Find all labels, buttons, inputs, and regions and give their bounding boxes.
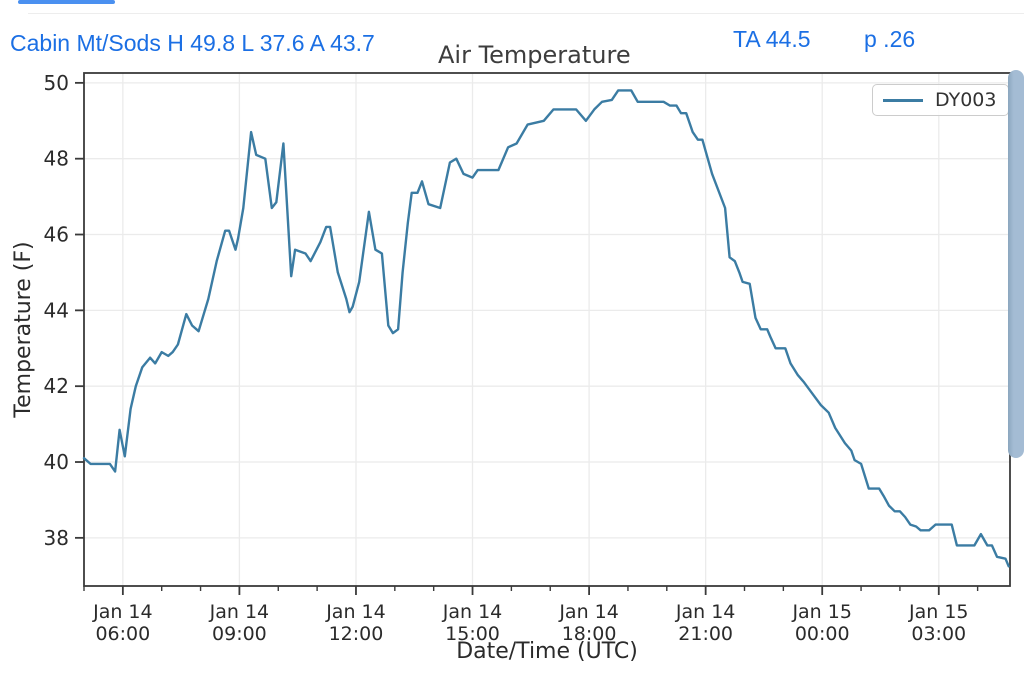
x-tick-label: Jan 15 bbox=[908, 601, 969, 623]
header-divider bbox=[28, 13, 1024, 14]
legend-line-swatch bbox=[883, 98, 923, 102]
progress-bar bbox=[18, 0, 115, 4]
series-line-DY003 bbox=[82, 89, 1010, 568]
x-tick-label: 18:00 bbox=[562, 623, 617, 645]
y-tick-label: 42 bbox=[44, 374, 69, 398]
x-tick-label: Jan 14 bbox=[558, 601, 619, 623]
x-tick-label: 21:00 bbox=[678, 623, 733, 645]
x-tick-label: 03:00 bbox=[911, 623, 966, 645]
x-tick-label: Jan 14 bbox=[325, 601, 386, 623]
x-tick-label: Jan 14 bbox=[209, 601, 270, 623]
x-tick-label: Jan 15 bbox=[791, 601, 852, 623]
y-tick-label: 46 bbox=[44, 223, 69, 247]
x-tick-label: 12:00 bbox=[329, 623, 384, 645]
legend-series-label: DY003 bbox=[935, 89, 997, 111]
grid bbox=[84, 73, 1010, 586]
y-axis-label: Temperature (F) bbox=[11, 241, 36, 418]
y-tick-label: 50 bbox=[44, 71, 69, 95]
x-tick-label: 15:00 bbox=[445, 623, 500, 645]
x-tick-label: Jan 14 bbox=[442, 601, 503, 623]
precip-reading-text: p .26 bbox=[864, 26, 916, 52]
x-tick-label: 06:00 bbox=[95, 623, 150, 645]
plot-border bbox=[83, 72, 1011, 587]
y-tick-label: 44 bbox=[44, 298, 69, 322]
x-tick-label: Jan 14 bbox=[675, 601, 736, 623]
scrollbar[interactable] bbox=[1008, 70, 1024, 458]
x-tick-label: 09:00 bbox=[212, 623, 267, 645]
x-axis-label: Date/Time (UTC) bbox=[456, 639, 638, 664]
y-tick-label: 38 bbox=[44, 526, 69, 550]
legend: DY003 bbox=[872, 84, 1009, 116]
chart-title: Air Temperature bbox=[438, 41, 631, 69]
y-tick-label: 40 bbox=[44, 450, 69, 474]
y-axis-ticks: 38 40 42 44 46 48 50 bbox=[44, 71, 84, 550]
station-summary-text: Cabin Mt/Sods H 49.8 L 37.6 A 43.7 bbox=[10, 30, 375, 56]
ta-reading-text: TA 44.5 bbox=[733, 26, 811, 52]
x-tick-label: 00:00 bbox=[795, 623, 850, 645]
y-tick-label: 48 bbox=[44, 147, 69, 171]
x-tick-label: Jan 14 bbox=[92, 601, 153, 623]
